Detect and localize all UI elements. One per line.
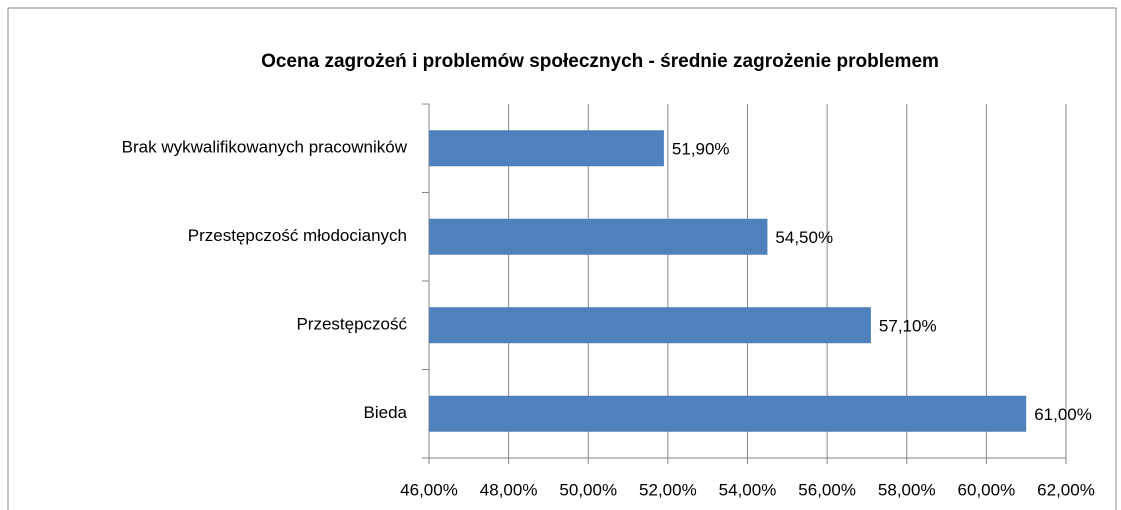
x-tick-label: 48,00%: [480, 480, 538, 499]
bar: [429, 130, 664, 167]
bar: [429, 307, 871, 344]
bar: [429, 218, 768, 255]
x-tick-label: 54,00%: [719, 480, 777, 499]
x-tick-label: 62,00%: [1037, 480, 1095, 499]
chart-title: Ocena zagrożeń i problemów społecznych -…: [261, 51, 939, 72]
x-tick-label: 56,00%: [798, 480, 856, 499]
value-label: 57,10%: [879, 317, 937, 336]
value-label: 51,90%: [672, 140, 730, 159]
y-tick-label: Przestępczość: [296, 315, 407, 334]
x-tick-label: 60,00%: [958, 480, 1016, 499]
x-tick-label: 52,00%: [639, 480, 697, 499]
y-tick-label: Brak wykwalifikowanych pracowników: [122, 138, 408, 157]
value-label: 61,00%: [1034, 405, 1092, 424]
bar: [429, 395, 1027, 432]
value-label: 54,50%: [775, 228, 833, 247]
x-tick-label: 58,00%: [878, 480, 936, 499]
x-tick-label: 50,00%: [559, 480, 617, 499]
y-tick-label: Przestępczość młodocianych: [188, 226, 407, 245]
chart-frame: [7, 7, 1117, 510]
x-tick-label: 46,00%: [400, 480, 458, 499]
y-tick-label: Bieda: [364, 403, 408, 422]
